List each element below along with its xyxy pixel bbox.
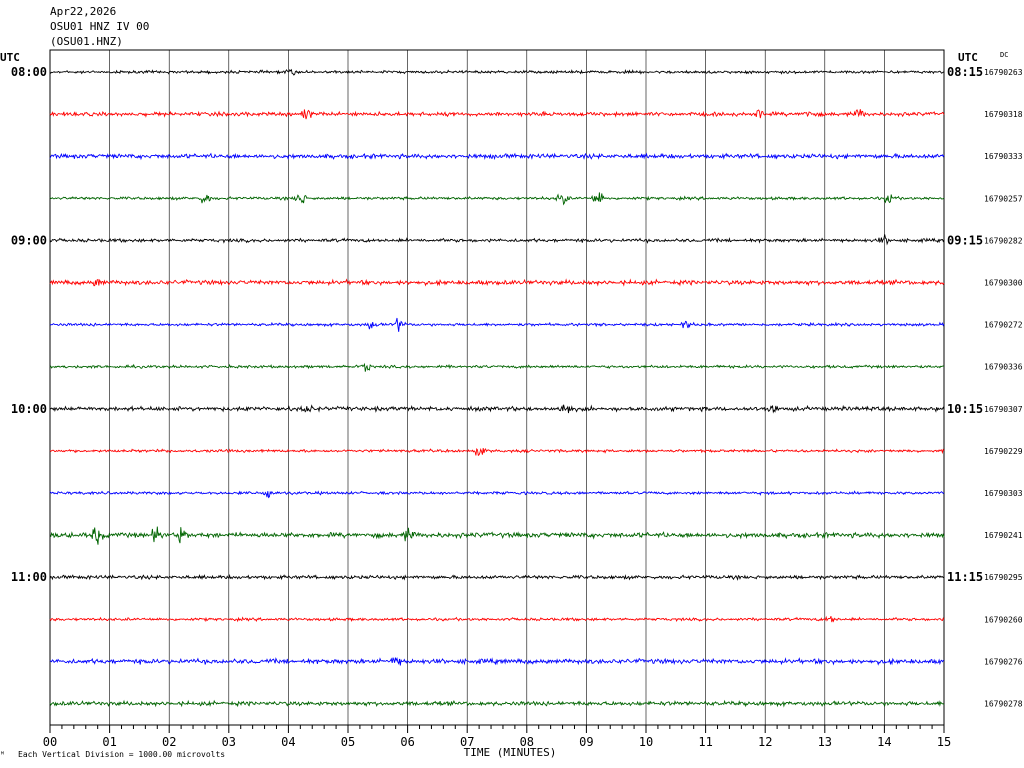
row-end-time: 11:15 — [947, 570, 983, 584]
header-channel: (OSU01.HNZ) — [50, 35, 123, 48]
dc-value: 16790307 — [984, 405, 1023, 414]
x-tick-label: 15 — [937, 735, 951, 749]
row-start-time: 08:00 — [11, 65, 47, 79]
x-tick-label: 04 — [281, 735, 295, 749]
row-end-time: 08:15 — [947, 65, 983, 79]
x-tick-label: 07 — [460, 735, 474, 749]
trace-line — [49, 573, 945, 581]
x-tick-label: 02 — [162, 735, 176, 749]
x-tick-label: 08 — [520, 735, 534, 749]
x-tick-label: 10 — [639, 735, 653, 749]
header-date: Apr22,2026 — [50, 5, 117, 18]
x-tick-label: 12 — [758, 735, 772, 749]
dc-value: 16790276 — [984, 657, 1023, 666]
trace-line — [49, 490, 945, 499]
dc-value: 16790229 — [984, 447, 1023, 456]
trace-line — [49, 699, 945, 708]
trace-line — [49, 362, 945, 372]
trace-line — [49, 192, 945, 206]
x-tick-label: 14 — [877, 735, 891, 749]
right-axis-label: UTC — [958, 51, 978, 64]
plot-frame — [49, 49, 945, 726]
dc-value: 16790241 — [984, 531, 1023, 540]
left-axis-label: UTC — [0, 51, 20, 64]
dc-value: 16790257 — [984, 194, 1023, 203]
dc-value: 16790333 — [984, 152, 1023, 161]
right-value-header: DC — [1000, 51, 1008, 59]
plot-header: Apr22,2026 OSU01 HNZ IV 00 (OSU01.HNZ) — [50, 4, 149, 49]
trace-line — [49, 278, 945, 287]
x-tick-label: 05 — [341, 735, 355, 749]
x-tick-label: 09 — [579, 735, 593, 749]
row-start-time: 11:00 — [11, 570, 47, 584]
trace-line — [49, 152, 945, 161]
dc-value: 16790295 — [984, 573, 1023, 582]
header-station: OSU01 HNZ IV 00 — [50, 20, 150, 33]
x-tick-label: 06 — [400, 735, 414, 749]
dc-value: 16790336 — [984, 363, 1023, 372]
dc-value: 16790282 — [984, 236, 1023, 245]
trace-line — [49, 234, 945, 246]
dc-value: 16790300 — [984, 279, 1023, 288]
dc-value: 16790263 — [984, 68, 1023, 77]
dc-value: 16790260 — [984, 615, 1023, 624]
trace-line — [49, 526, 945, 545]
dc-value: 16790272 — [984, 321, 1023, 330]
x-axis-label: TIME (MINUTES) — [464, 746, 557, 759]
trace-line — [49, 108, 945, 120]
scale-footnote: ᴹ Each Vertical Division = 1000.00 microv… — [0, 750, 225, 759]
trace-line — [49, 615, 945, 623]
footnote-text: Each Vertical Division = 1000.00 microvo… — [18, 750, 226, 759]
x-tick-label: 11 — [698, 735, 712, 749]
trace-line — [49, 317, 945, 332]
dc-value: 16790278 — [984, 700, 1023, 709]
row-end-time: 09:15 — [947, 233, 983, 247]
dc-value: 16790318 — [984, 110, 1023, 119]
x-tick-label: 13 — [818, 735, 832, 749]
trace-line — [49, 404, 945, 414]
footnote-mark: ᴹ — [0, 750, 5, 759]
trace-line — [49, 657, 945, 666]
dc-value: 16790303 — [984, 489, 1023, 498]
x-tick-label: 03 — [222, 735, 236, 749]
x-tick-label: 00 — [43, 735, 57, 749]
trace-line — [49, 68, 945, 76]
row-start-time: 09:00 — [11, 233, 47, 247]
trace-line — [49, 447, 945, 457]
row-start-time: 10:00 — [11, 402, 47, 416]
x-tick-label: 01 — [102, 735, 116, 749]
row-end-time: 10:15 — [947, 402, 983, 416]
